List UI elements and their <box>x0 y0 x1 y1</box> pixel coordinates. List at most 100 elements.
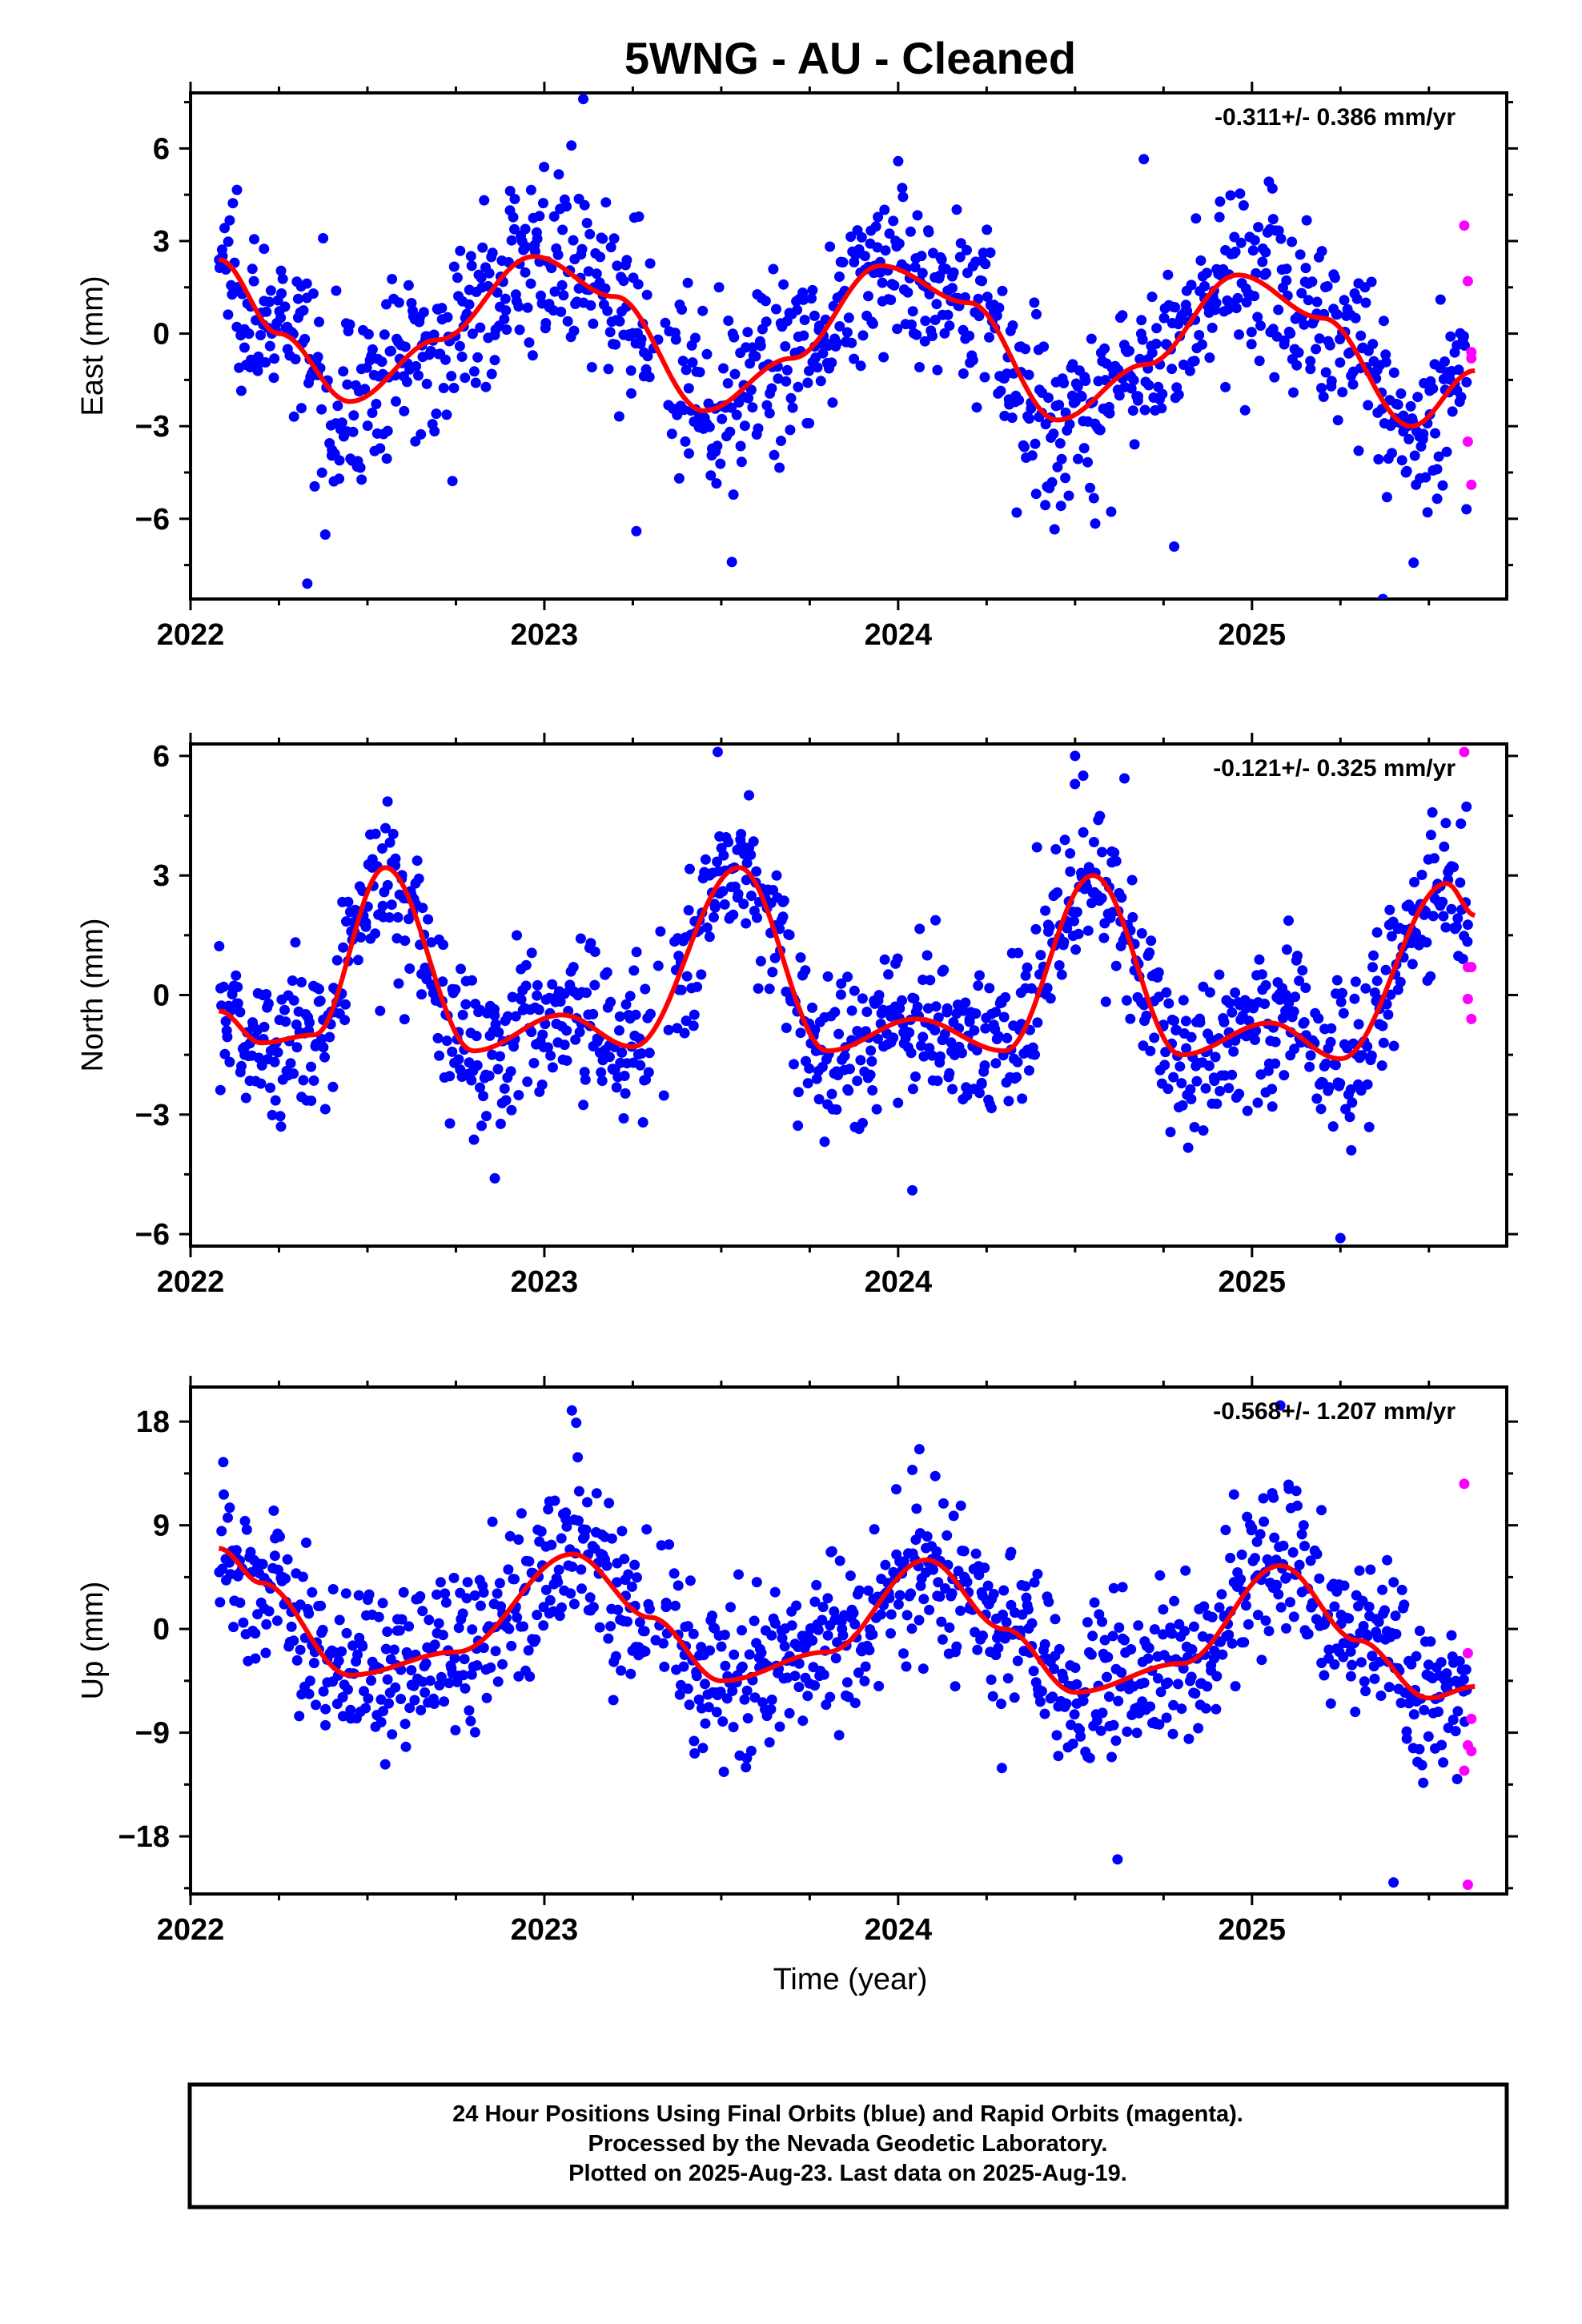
north-final-orbit-point <box>1141 1011 1152 1021</box>
east-final-orbit-point <box>1331 309 1343 320</box>
up-rapid-orbit-point <box>1459 1765 1470 1776</box>
up-final-orbit-point <box>705 1645 715 1656</box>
up-final-orbit-point <box>1355 1657 1367 1668</box>
up-final-orbit-point <box>594 1622 605 1633</box>
up-final-orbit-point <box>345 1704 356 1715</box>
east-final-orbit-point <box>411 360 422 372</box>
east-final-orbit-point <box>1324 340 1335 351</box>
east-final-orbit-point <box>410 436 421 447</box>
east-final-orbit-point <box>806 293 817 304</box>
up-final-orbit-point <box>228 1622 239 1633</box>
east-final-orbit-point <box>1100 375 1111 386</box>
up-final-orbit-point <box>291 1655 303 1666</box>
north-final-orbit-point <box>1003 1096 1014 1107</box>
north-final-orbit-point <box>857 1117 868 1128</box>
east-final-orbit-point <box>739 420 750 432</box>
east-final-orbit-point <box>1006 412 1018 424</box>
north-final-orbit-point <box>1030 1049 1040 1060</box>
up-final-orbit-point <box>1112 1854 1123 1865</box>
up-final-orbit-point <box>518 1621 528 1632</box>
up-final-orbit-point <box>610 1651 621 1662</box>
up-final-orbit-point <box>1036 1686 1047 1697</box>
up-final-orbit-point <box>549 1495 560 1506</box>
east-final-orbit-point <box>834 271 845 282</box>
north-final-orbit-point <box>741 858 753 869</box>
north-final-orbit-point <box>1380 964 1391 975</box>
north-final-orbit-point <box>1200 1083 1211 1094</box>
up-final-orbit-point <box>1314 1573 1325 1584</box>
east-final-orbit-point <box>1288 387 1299 398</box>
up-final-orbit-point <box>1281 1622 1291 1634</box>
north-final-orbit-point <box>930 1025 941 1035</box>
north-final-orbit-point <box>925 975 936 986</box>
up-final-orbit-point <box>1329 1659 1340 1670</box>
north-final-orbit-point <box>1281 944 1292 955</box>
east-final-orbit-point <box>223 309 234 320</box>
east-final-orbit-point <box>893 155 904 167</box>
up-final-orbit-point <box>588 1602 599 1613</box>
north-y-tick-label: −6 <box>135 1218 170 1252</box>
up-final-orbit-point <box>1001 1617 1012 1628</box>
north-final-orbit-point <box>513 1090 524 1100</box>
up-final-orbit-point <box>1193 1723 1204 1734</box>
up-final-orbit-point <box>1022 1604 1034 1615</box>
east-final-orbit-point <box>962 244 972 255</box>
up-final-orbit-point <box>303 1608 315 1619</box>
east-final-orbit-point <box>1076 391 1087 402</box>
north-final-orbit-point <box>746 891 757 902</box>
up-final-orbit-point <box>950 1681 961 1692</box>
north-final-orbit-point <box>1062 923 1073 934</box>
north-final-orbit-point <box>579 1067 590 1078</box>
up-final-orbit-point <box>1396 1584 1407 1595</box>
up-final-orbit-point <box>417 1606 428 1617</box>
north-final-orbit-point <box>1100 996 1111 1007</box>
up-final-orbit-point <box>556 1602 567 1613</box>
north-final-orbit-point <box>767 967 778 978</box>
up-final-orbit-point <box>553 1564 564 1575</box>
up-final-orbit-point <box>703 1702 714 1713</box>
east-final-orbit-point <box>984 332 994 343</box>
up-final-orbit-point <box>951 1641 962 1652</box>
east-final-orbit-point <box>880 245 891 256</box>
up-final-orbit-point <box>318 1686 329 1697</box>
north-final-orbit-point <box>532 979 543 991</box>
east-final-orbit-point <box>859 251 870 262</box>
up-y-tick-label: −18 <box>118 1820 170 1854</box>
east-final-orbit-point <box>600 197 612 208</box>
north-final-orbit-point <box>1070 778 1081 790</box>
east-final-orbit-point <box>1287 236 1298 247</box>
up-final-orbit-point <box>288 1635 299 1647</box>
up-final-orbit-point <box>1458 1674 1469 1685</box>
east-final-orbit-point <box>1252 312 1263 323</box>
up-final-orbit-point <box>718 1767 729 1777</box>
north-final-orbit-point <box>287 975 298 986</box>
up-final-orbit-point <box>1207 1611 1218 1622</box>
east-final-orbit-point <box>735 440 746 452</box>
east-final-orbit-point <box>1195 255 1207 266</box>
north-plot-frame <box>189 742 1508 1248</box>
up-final-orbit-point <box>970 1548 982 1559</box>
north-final-orbit-point <box>1210 1051 1221 1063</box>
north-final-orbit-point <box>998 1011 1010 1023</box>
east-final-orbit-point <box>1058 377 1070 388</box>
up-final-orbit-point <box>864 1645 875 1655</box>
east-final-orbit-point <box>1281 275 1292 286</box>
up-final-orbit-point <box>829 1606 840 1617</box>
east-final-orbit-point <box>276 288 287 299</box>
up-final-orbit-point <box>286 1621 297 1632</box>
east-final-orbit-point <box>219 223 230 234</box>
east-final-orbit-point <box>1246 327 1257 338</box>
east-final-orbit-point <box>465 251 476 262</box>
east-final-orbit-point <box>1151 323 1162 334</box>
up-final-orbit-point <box>320 1719 331 1731</box>
north-final-orbit-point <box>738 899 749 910</box>
north-final-orbit-point <box>1161 987 1172 998</box>
east-final-orbit-point <box>1201 267 1212 279</box>
up-final-orbit-point <box>523 1645 534 1656</box>
up-final-orbit-point <box>396 1614 408 1625</box>
up-final-orbit-point <box>481 1692 492 1703</box>
up-final-orbit-point <box>1316 1505 1327 1516</box>
east-final-orbit-point <box>942 309 954 320</box>
up-final-orbit-point <box>729 1649 740 1660</box>
